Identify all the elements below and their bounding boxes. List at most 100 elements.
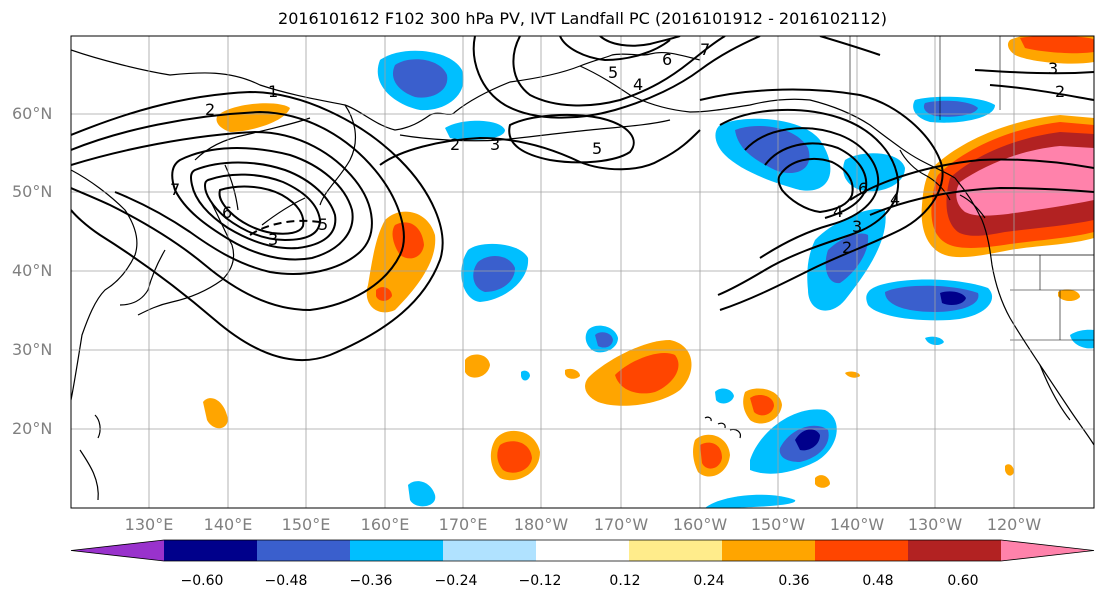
lat-label: 30°N bbox=[12, 340, 53, 359]
colorbar-bin bbox=[536, 540, 629, 561]
contour-label: 4 bbox=[890, 190, 900, 209]
contour-label: 6 bbox=[662, 50, 672, 69]
map-title: 2016101612 F102 300 hPa PV, IVT Landfall… bbox=[278, 9, 887, 28]
contour-label: 2 bbox=[1055, 82, 1065, 101]
colorbar-bin bbox=[350, 540, 443, 561]
lon-label: 130°E bbox=[124, 515, 174, 534]
shade-neg-blob bbox=[445, 120, 505, 140]
colorbar-bin bbox=[443, 540, 536, 561]
shade-pos-blob bbox=[465, 354, 490, 378]
shade-pos-blob bbox=[700, 442, 722, 469]
contour-label: 1 bbox=[268, 82, 278, 101]
shade-neg-blob bbox=[923, 100, 978, 117]
shade-pos-blob bbox=[376, 287, 392, 301]
contour-label: 2 bbox=[450, 135, 460, 154]
contour-west bbox=[71, 130, 373, 275]
coast-hawaii bbox=[704, 416, 741, 439]
shade-pos-blob bbox=[615, 352, 679, 394]
contour-label: 3 bbox=[852, 217, 862, 236]
coast-kamchatka bbox=[319, 104, 357, 206]
contour-east bbox=[764, 142, 868, 219]
shade-pos-blob bbox=[216, 103, 290, 132]
coast-alaska-panhandle bbox=[899, 149, 951, 201]
colorbar-tick-label: −0.24 bbox=[434, 573, 478, 589]
contour-label: 4 bbox=[633, 75, 643, 94]
colorbar-bin bbox=[815, 540, 908, 561]
contour-east bbox=[869, 186, 1094, 216]
lat-label: 50°N bbox=[12, 182, 53, 201]
shade-neg-blob bbox=[795, 429, 820, 451]
lon-label: 180°W bbox=[513, 515, 569, 534]
coast-philippines bbox=[79, 449, 99, 501]
shade-pos-blob bbox=[1005, 464, 1014, 476]
shade-pos-blob bbox=[203, 398, 228, 429]
colorbar-tick-label: −0.48 bbox=[264, 573, 308, 589]
contour-label: 2 bbox=[842, 238, 852, 257]
pv-shading-negative bbox=[377, 50, 1094, 508]
contour-label: 3 bbox=[490, 135, 500, 154]
shade-neg-blob bbox=[1070, 329, 1094, 349]
lon-label: 130°W bbox=[907, 515, 963, 534]
contour-ne bbox=[989, 84, 1094, 101]
contour-central bbox=[472, 36, 761, 119]
colorbar-bin bbox=[164, 540, 257, 561]
contour-central bbox=[512, 36, 726, 107]
shade-neg-blob bbox=[735, 125, 810, 174]
pv-contours bbox=[71, 36, 1094, 362]
lon-label: 140°E bbox=[203, 515, 253, 534]
contour-label: 4 bbox=[833, 202, 843, 221]
coast-taiwan bbox=[94, 414, 101, 439]
contour-ne bbox=[974, 69, 1094, 75]
contour-ne bbox=[819, 36, 881, 56]
colorbar-tick-label: −0.36 bbox=[349, 573, 393, 589]
contour-west bbox=[190, 161, 337, 250]
contour-labels: 1 2 2 3 3 4 4 5 5 6 6 7 2 3 4 5 6 7 2 3 bbox=[170, 40, 1065, 257]
coast-baja bbox=[1039, 364, 1071, 421]
colorbar-bin bbox=[629, 540, 722, 561]
coast-kuril bbox=[261, 197, 306, 226]
colorbar-bin bbox=[71, 540, 164, 561]
contour-label: 3 bbox=[268, 230, 278, 249]
contour-label: 5 bbox=[592, 139, 602, 158]
gridlines bbox=[71, 36, 1094, 508]
colorbar-outline bbox=[70, 539, 1095, 562]
map-content: 1 2 2 3 3 4 4 5 5 6 6 7 2 3 4 5 6 7 2 3 bbox=[71, 36, 1094, 508]
shade-pos-blob bbox=[1058, 289, 1080, 302]
shade-neg-blob bbox=[705, 494, 796, 508]
colorbar-bin bbox=[722, 540, 815, 561]
colorbar-bin bbox=[1001, 540, 1094, 561]
coast-japan bbox=[137, 199, 235, 316]
contour-label: 3 bbox=[1048, 59, 1058, 78]
contour-label: 7 bbox=[700, 40, 710, 59]
shade-pos-blob bbox=[845, 371, 860, 378]
contour-west bbox=[203, 173, 322, 242]
colorbar bbox=[70, 539, 1095, 562]
shade-neg-blob bbox=[715, 388, 734, 404]
contour-east bbox=[777, 157, 854, 214]
lon-label: 170°E bbox=[438, 515, 488, 534]
contour-east bbox=[849, 158, 1094, 201]
shade-neg-blob bbox=[392, 59, 448, 98]
shade-neg-blob bbox=[925, 336, 944, 346]
lon-label: 170°W bbox=[593, 515, 649, 534]
lon-label: 150°E bbox=[281, 515, 331, 534]
colorbar-tick-label: −0.12 bbox=[518, 573, 562, 589]
shade-pos-blob bbox=[1020, 36, 1094, 54]
contour-west-dashed bbox=[249, 219, 321, 236]
contour-label: 5 bbox=[608, 63, 618, 82]
contour-west bbox=[71, 110, 405, 312]
contour-central bbox=[599, 36, 681, 47]
colorbar-tick-label: −0.60 bbox=[180, 573, 224, 589]
coast-korea bbox=[119, 249, 166, 306]
contour-label: 7 bbox=[170, 180, 180, 199]
contour-central bbox=[508, 113, 635, 164]
coast-aleutians bbox=[399, 119, 671, 142]
contour-west bbox=[71, 90, 444, 362]
map-frame bbox=[70, 35, 1095, 509]
shade-neg-blob bbox=[521, 370, 530, 381]
lon-label: 160°W bbox=[672, 515, 728, 534]
coast-vancouver bbox=[959, 194, 986, 219]
contour-east bbox=[717, 108, 900, 296]
lon-label: 150°W bbox=[750, 515, 806, 534]
